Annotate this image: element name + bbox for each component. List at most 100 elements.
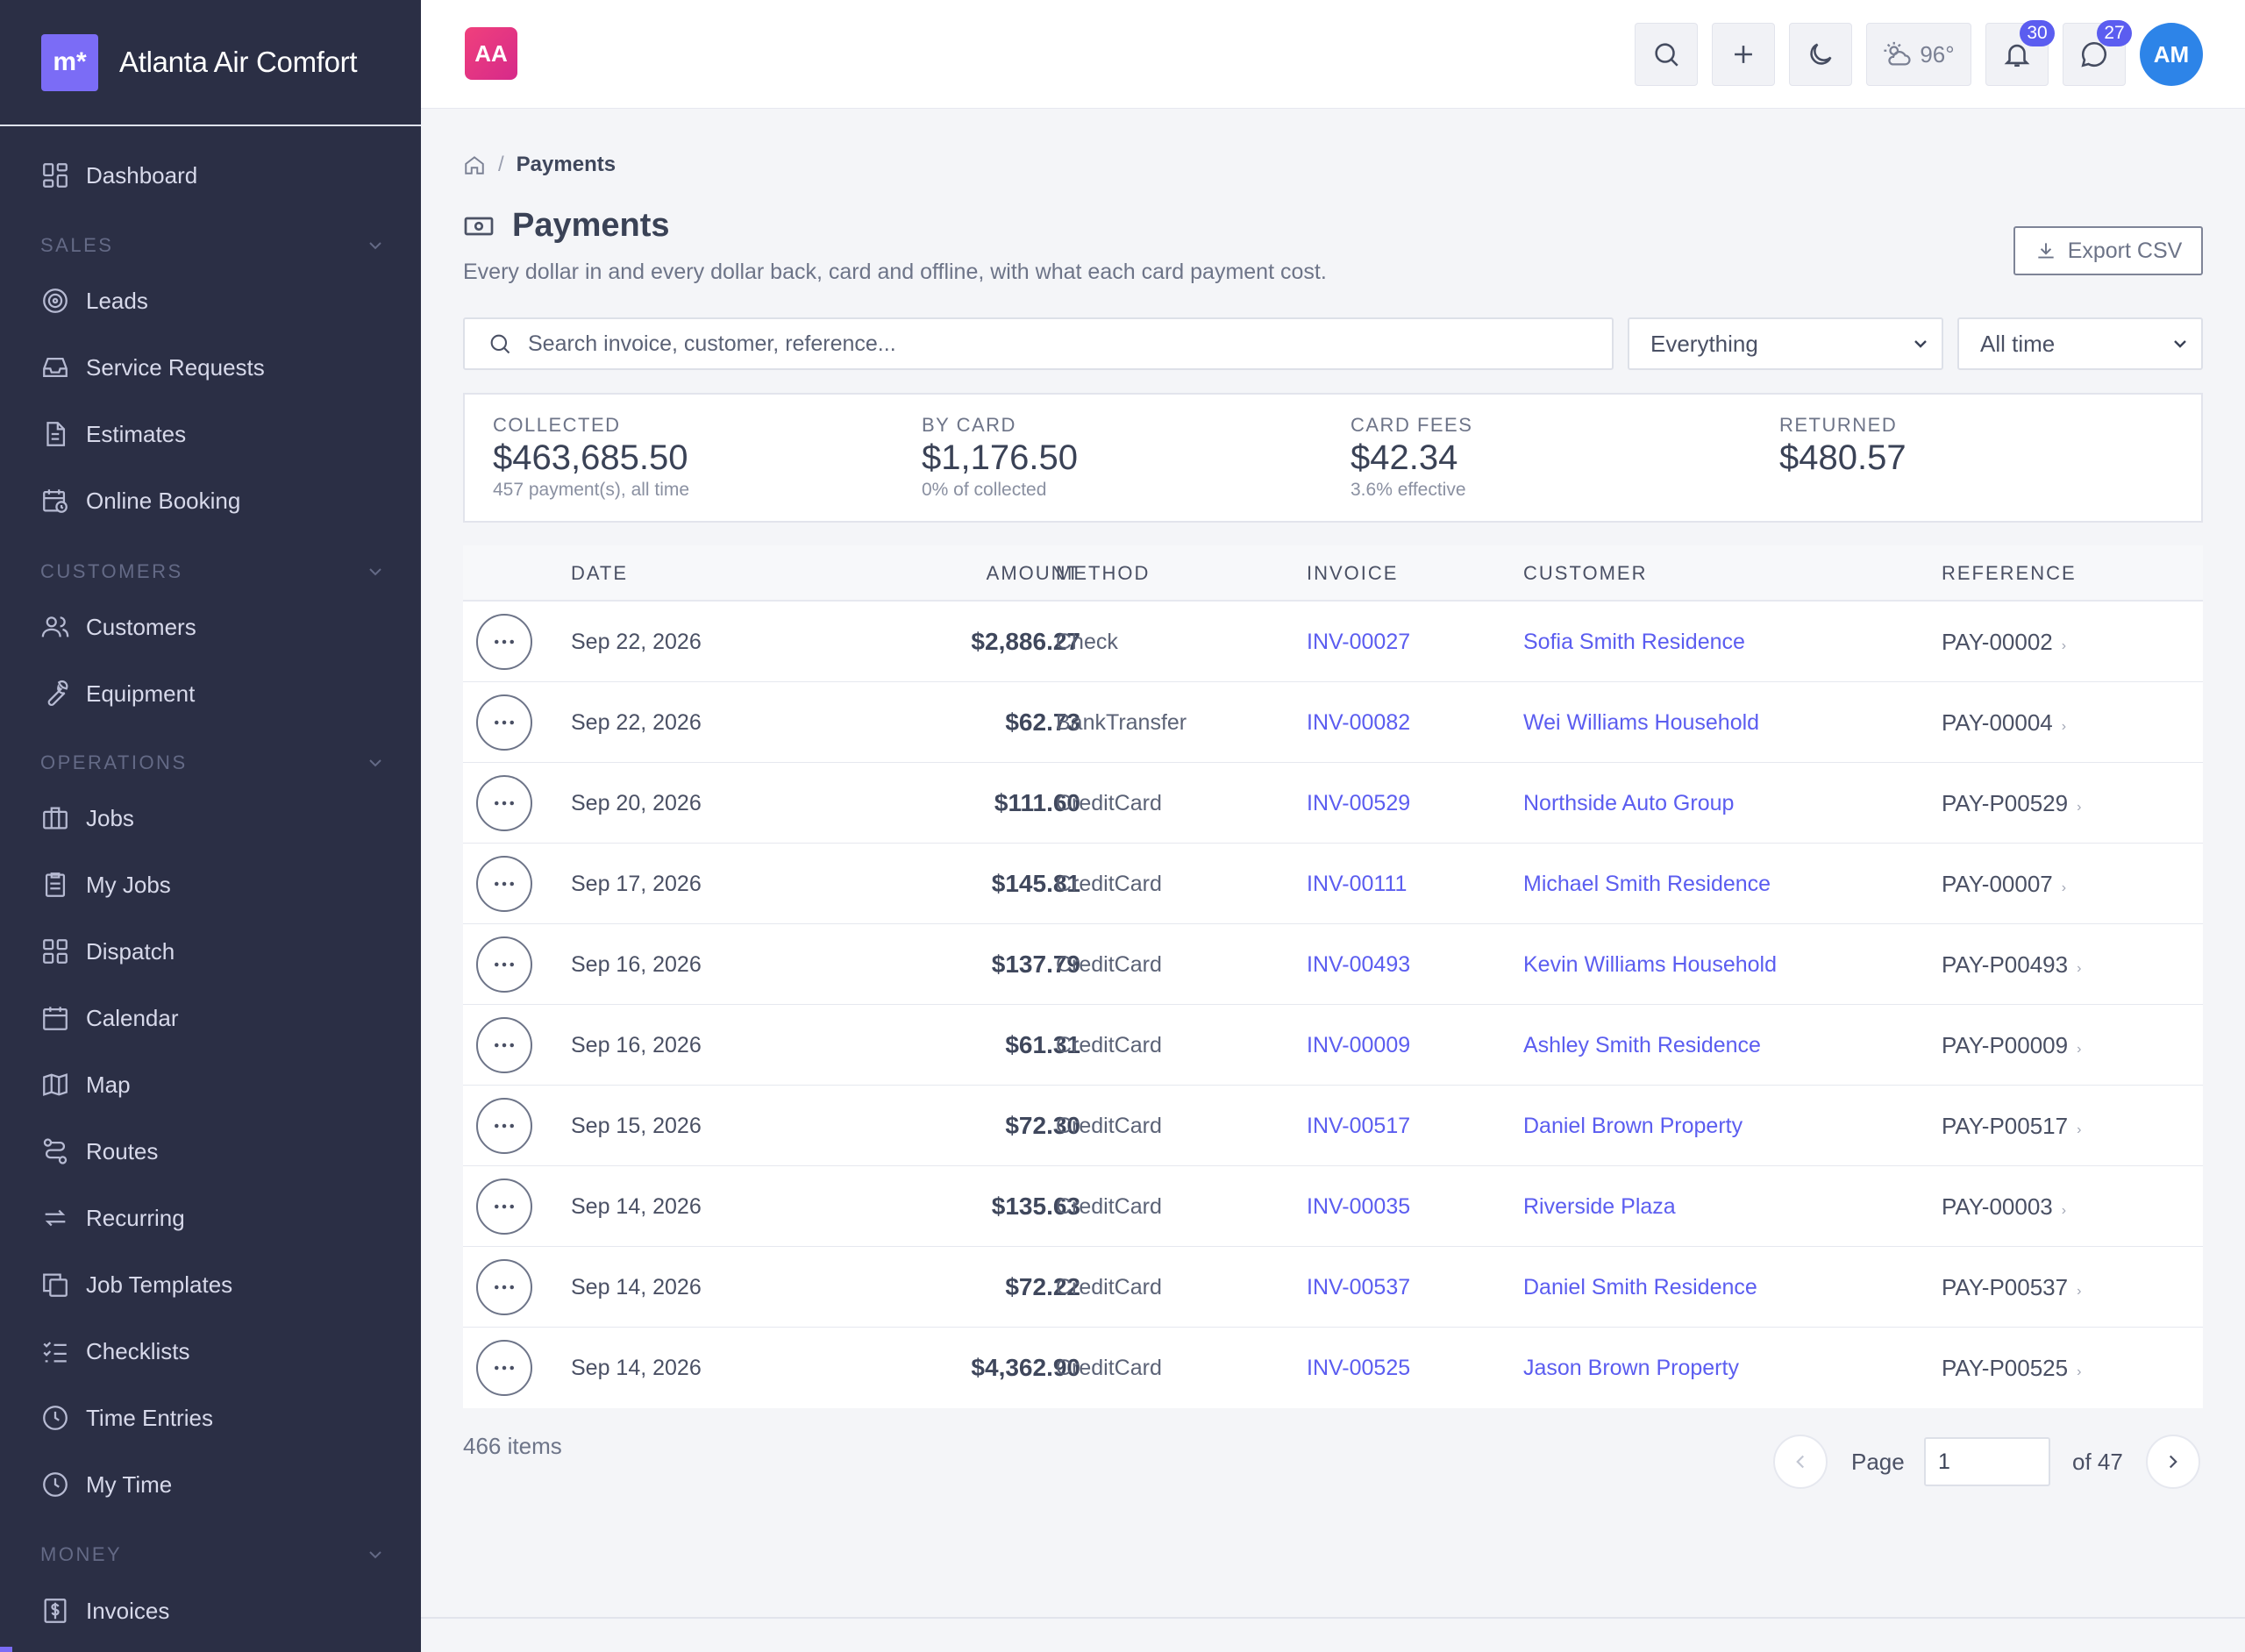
type-filter-select[interactable]: Everything	[1628, 317, 1943, 370]
invoice-link[interactable]: INV-00525	[1307, 1355, 1411, 1380]
sidebar-item-online-booking[interactable]: Online Booking	[0, 474, 421, 527]
user-avatar[interactable]: AM	[2140, 23, 2203, 86]
cell-reference[interactable]: PAY-P00537 ›	[1942, 1247, 2081, 1328]
company-badge[interactable]: AA	[465, 27, 517, 80]
table-row[interactable]: Sep 14, 2026 $135.63 CreditCard INV-00035 Ri…	[463, 1166, 2203, 1247]
row-actions-button[interactable]	[476, 1178, 532, 1235]
table-row[interactable]: Sep 15, 2026 $72.30 CreditCard INV-00517 Dan…	[463, 1086, 2203, 1166]
search-box[interactable]	[463, 317, 1614, 370]
export-csv-button[interactable]: Export CSV	[2013, 226, 2203, 275]
cell-reference[interactable]: PAY-P00529 ›	[1942, 763, 2081, 844]
page-number-input[interactable]	[1924, 1437, 2050, 1486]
row-actions-button[interactable]	[476, 1340, 532, 1396]
section-operations[interactable]: OPERATIONS	[0, 745, 421, 780]
customer-link[interactable]: Michael Smith Residence	[1523, 871, 1771, 896]
sidebar-item-recurring[interactable]: Recurring	[0, 1192, 421, 1244]
table-row[interactable]: Sep 14, 2026 $72.22 CreditCard INV-00537 Dan…	[463, 1247, 2203, 1328]
invoice-link[interactable]: INV-00009	[1307, 1032, 1411, 1057]
customer-link[interactable]: Daniel Smith Residence	[1523, 1274, 1757, 1300]
table-row[interactable]: Sep 20, 2026 $111.60 CreditCard INV-00529 No…	[463, 763, 2203, 844]
sidebar-item-routes[interactable]: Routes	[0, 1125, 421, 1178]
search-button[interactable]	[1635, 23, 1698, 86]
row-actions-button[interactable]	[476, 1259, 532, 1315]
customer-link[interactable]: Jason Brown Property	[1523, 1355, 1739, 1380]
more-horizontal-icon	[495, 881, 514, 887]
cell-reference[interactable]: PAY-P00525 ›	[1942, 1328, 2081, 1408]
column-header-amount[interactable]: AMOUNT	[986, 562, 1080, 584]
sidebar-item-calendar[interactable]: Calendar	[0, 992, 421, 1044]
column-header-reference[interactable]: REFERENCE	[1942, 562, 2077, 584]
invoice-link[interactable]: INV-00493	[1307, 951, 1411, 977]
invoice-link[interactable]: INV-00517	[1307, 1113, 1411, 1138]
date-range-select[interactable]: All time	[1957, 317, 2203, 370]
notifications-button[interactable]: 30	[1985, 20, 2055, 86]
sidebar-item-dashboard[interactable]: Dashboard	[0, 149, 421, 202]
column-header-customer[interactable]: CUSTOMER	[1523, 562, 1648, 584]
sidebar-item-equipment[interactable]: Equipment	[0, 667, 421, 720]
customer-link[interactable]: Kevin Williams Household	[1523, 951, 1778, 977]
table-row[interactable]: Sep 22, 2026 $62.73 BankTransfer INV-00082 W…	[463, 682, 2203, 763]
customer-link[interactable]: Wei Williams Household	[1523, 709, 1760, 735]
sidebar-item-service-requests[interactable]: Service Requests	[0, 341, 421, 394]
customer-link[interactable]: Ashley Smith Residence	[1523, 1032, 1761, 1057]
section-money[interactable]: MONEY	[0, 1537, 421, 1572]
row-actions-button[interactable]	[476, 1017, 532, 1073]
row-actions-button[interactable]	[476, 775, 532, 831]
cell-reference[interactable]: PAY-P00517 ›	[1942, 1086, 2081, 1166]
invoice-link[interactable]: INV-00082	[1307, 709, 1411, 735]
column-header-date[interactable]: DATE	[571, 562, 629, 584]
sidebar-item-time-entries[interactable]: Time Entries	[0, 1392, 421, 1444]
messages-button[interactable]: 27	[2063, 20, 2132, 86]
cell-reference[interactable]: PAY-00004 ›	[1942, 682, 2066, 763]
cell-reference[interactable]: PAY-P00493 ›	[1942, 924, 2081, 1005]
customer-link[interactable]: Sofia Smith Residence	[1523, 629, 1745, 654]
next-page-button[interactable]	[2146, 1435, 2200, 1489]
section-sales[interactable]: SALES	[0, 228, 421, 263]
table-row[interactable]: Sep 17, 2026 $145.81 CreditCard INV-00111 Mi…	[463, 844, 2203, 924]
weather-widget[interactable]: 96°	[1866, 23, 1971, 86]
sidebar-item-jobs[interactable]: Jobs	[0, 792, 421, 844]
table-row[interactable]: Sep 16, 2026 $61.31 CreditCard INV-00009 Ash…	[463, 1005, 2203, 1086]
previous-page-button[interactable]	[1773, 1435, 1828, 1489]
invoice-link[interactable]: INV-00537	[1307, 1274, 1411, 1300]
row-actions-button[interactable]	[476, 856, 532, 912]
sidebar-item-map[interactable]: Map	[0, 1058, 421, 1111]
home-icon[interactable]	[463, 153, 486, 176]
row-actions-button[interactable]	[476, 614, 532, 670]
cell-reference[interactable]: PAY-00007 ›	[1942, 844, 2066, 924]
table-row[interactable]: Sep 16, 2026 $137.79 CreditCard INV-00493 Ke…	[463, 924, 2203, 1005]
row-actions-button[interactable]	[476, 936, 532, 993]
add-button[interactable]	[1712, 23, 1775, 86]
repeat-icon	[45, 1209, 66, 1227]
cell-reference[interactable]: PAY-00002 ›	[1942, 602, 2066, 682]
invoice-link[interactable]: INV-00035	[1307, 1193, 1411, 1219]
sidebar-item-leads[interactable]: Leads	[0, 274, 421, 327]
customer-link[interactable]: Riverside Plaza	[1523, 1193, 1676, 1219]
sidebar-item-job-templates[interactable]: Job Templates	[0, 1258, 421, 1311]
cell-reference[interactable]: PAY-P00009 ›	[1942, 1005, 2081, 1086]
sidebar-item-dispatch[interactable]: Dispatch	[0, 925, 421, 978]
table-row[interactable]: Sep 22, 2026 $2,886.27 Check INV-00027 Sofia…	[463, 602, 2203, 682]
sidebar-item-invoices[interactable]: Invoices	[0, 1584, 421, 1637]
customer-link[interactable]: Daniel Brown Property	[1523, 1113, 1743, 1138]
section-customers[interactable]: CUSTOMERS	[0, 554, 421, 589]
row-actions-button[interactable]	[476, 694, 532, 751]
sidebar-item-estimates[interactable]: Estimates	[0, 408, 421, 460]
theme-toggle-button[interactable]	[1789, 23, 1852, 86]
search-input[interactable]	[528, 331, 1580, 357]
invoice-link[interactable]: INV-00111	[1307, 871, 1408, 896]
sidebar-item-my-jobs[interactable]: My Jobs	[0, 858, 421, 911]
column-header-invoice[interactable]: INVOICE	[1307, 562, 1399, 584]
table-row[interactable]: Sep 14, 2026 $4,362.90 CreditCard INV-00525…	[463, 1328, 2203, 1408]
reference-text: PAY-P00517	[1942, 1112, 2069, 1139]
row-actions-button[interactable]	[476, 1098, 532, 1154]
invoice-link[interactable]: INV-00027	[1307, 629, 1411, 654]
cell-reference[interactable]: PAY-00003 ›	[1942, 1166, 2066, 1247]
sidebar-item-checklists[interactable]: Checklists	[0, 1325, 421, 1378]
sidebar-item-my-time[interactable]: My Time	[0, 1458, 421, 1511]
customer-link[interactable]: Northside Auto Group	[1523, 790, 1735, 815]
invoice-link[interactable]: INV-00529	[1307, 790, 1411, 815]
brand[interactable]: m* Atlanta Air Comfort	[0, 0, 421, 126]
column-header-method[interactable]: METHOD	[1056, 562, 1151, 584]
sidebar-item-customers[interactable]: Customers	[0, 601, 421, 653]
